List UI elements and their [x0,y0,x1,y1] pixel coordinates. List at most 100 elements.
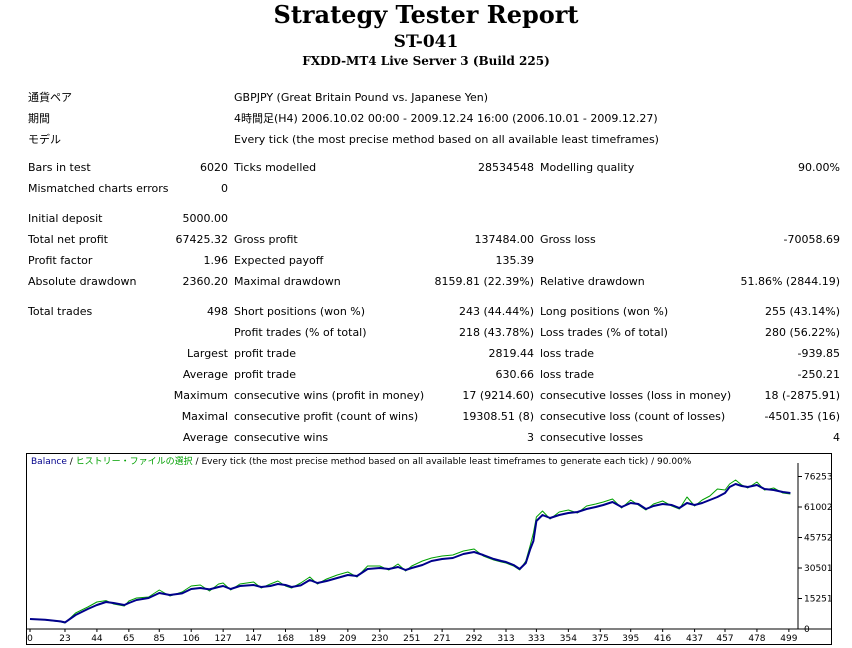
x-tick-label: 189 [309,634,326,644]
x-tick-label: 457 [716,634,733,644]
max-wins-label: consecutive wins (profit in money) [234,389,425,402]
absdd-value: 2360.20 [182,275,229,288]
avg-losses-value: 4 [833,431,840,444]
avg-wins-label: consecutive wins [234,431,329,444]
server-name: FXDD-MT4 Live Server 3 (Build 225) [302,54,550,68]
x-tick-label: 147 [245,634,262,644]
ltrades-value: 280 (56.22%) [764,326,840,339]
x-tick-label: 437 [686,634,703,644]
y-tick-label: 0 [804,625,810,635]
average-label: Average [182,368,228,381]
x-tick-label: 230 [371,634,388,644]
largest-profit-label: profit trade [234,347,297,360]
ltrades-label: Loss trades (% of total) [540,326,668,339]
x-tick-label: 333 [528,634,545,644]
chart-frame [26,453,832,645]
pf-label: Profit factor [28,254,93,267]
trades-value: 498 [207,305,228,318]
average-loss-label: loss trade [540,368,595,381]
symbol-label: 通貨ペア [28,91,72,104]
x-tick-label: 354 [560,634,577,644]
largest-loss-label: loss trade [540,347,595,360]
grossprofit-value: 137484.00 [474,233,535,246]
grossloss-label: Gross loss [540,233,596,246]
avg2-label: Average [182,431,228,444]
deposit-value: 5000.00 [182,212,229,225]
x-tick-label: 499 [780,634,797,644]
netprofit-label: Total net profit [28,233,108,246]
ticks-value: 28534548 [478,161,534,174]
maximal-profit-value: 19308.51 (8) [462,410,534,423]
payoff-label: Expected payoff [234,254,324,267]
maxdd-value: 8159.81 (22.39%) [434,275,534,288]
max-losses-label: consecutive losses (loss in money) [540,389,732,402]
x-tick-label: 478 [748,634,765,644]
average-profit-label: profit trade [234,368,297,381]
ptrades-value: 218 (43.78%) [458,326,534,339]
chart-caption: Balance / ヒストリー・ファイルの選択 / Every tick (th… [31,455,692,467]
maximal-loss-value: -4501.35 (16) [764,410,840,423]
x-tick-label: 375 [592,634,609,644]
mismatch-label: Mismatched charts errors [28,182,169,195]
x-tick-label: 209 [339,634,356,644]
maximum-label: Maximum [173,389,228,402]
max-wins-value: 17 (9214.60) [462,389,534,402]
maxdd-label: Maximal drawdown [234,275,341,288]
caption-balance: Balance [31,457,67,467]
y-tick-label: 76253 [804,472,832,482]
deposit-label: Initial deposit [28,212,103,225]
grossprofit-label: Gross profit [234,233,298,246]
x-tick-label: 106 [183,634,200,644]
report-title: Strategy Tester Report [273,0,579,29]
x-tick-label: 65 [123,634,134,644]
long-label: Long positions (won %) [540,305,669,318]
symbol-value: GBPJPY (Great Britain Pound vs. Japanese… [234,91,489,104]
largest-profit-value: 2819.44 [488,347,535,360]
x-tick-label: 292 [465,634,482,644]
caption-history: ヒストリー・ファイルの選択 [76,455,193,467]
avg-wins-value: 3 [527,431,534,444]
model-value: Every tick (the most precise method base… [234,133,659,146]
caption-rest: / Every tick (the most precise method ba… [193,457,692,467]
balance-line [29,483,791,624]
ticks-label: Ticks modelled [234,161,317,174]
netprofit-value: 67425.32 [175,233,229,246]
x-tick-label: 416 [654,634,671,644]
period-label: 期間 [28,112,50,125]
quality-value: 90.00% [798,161,840,174]
y-tick-label: 45752 [804,533,832,543]
pf-value: 1.96 [203,254,229,267]
ptrades-label: Profit trades (% of total) [234,326,367,339]
period-value: 4時間足(H4) 2006.10.02 00:00 - 2009.12.24 1… [234,112,658,125]
bars-value: 6020 [200,161,228,174]
x-tick-label: 168 [277,634,294,644]
x-tick-label: 251 [403,634,420,644]
bars-label: Bars in test [28,161,91,174]
reldd-label: Relative drawdown [540,275,645,288]
y-tick-label: 15251 [804,594,832,604]
short-value: 243 (44.44%) [458,305,534,318]
grossloss-value: -70058.69 [783,233,840,246]
largest-loss-value: -939.85 [797,347,840,360]
avg-losses-label: consecutive losses [540,431,644,444]
x-tick-label: 23 [59,634,70,644]
quality-label: Modelling quality [540,161,635,174]
short-label: Short positions (won %) [234,305,366,318]
maximal-loss-label: consecutive loss (count of losses) [540,410,726,423]
average-profit-value: 630.66 [495,368,535,381]
largest-label: Largest [187,347,228,360]
model-label: モデル [28,133,61,146]
payoff-value: 135.39 [495,254,535,267]
reldd-value: 51.86% (2844.19) [740,275,840,288]
maximal-label: Maximal [181,410,228,423]
y-tick-label: 61002 [804,503,832,513]
expert-name: ST-041 [393,32,459,52]
average-loss-value: -250.21 [797,368,840,381]
x-tick-label: 395 [622,634,639,644]
balance-chart: Balance / ヒストリー・ファイルの選択 / Every tick (th… [26,453,832,645]
trades-label: Total trades [28,305,93,318]
caption-sep: / [67,457,76,467]
y-tick-label: 30501 [804,564,832,574]
x-tick-label: 85 [154,634,165,644]
x-tick-label: 313 [497,634,514,644]
